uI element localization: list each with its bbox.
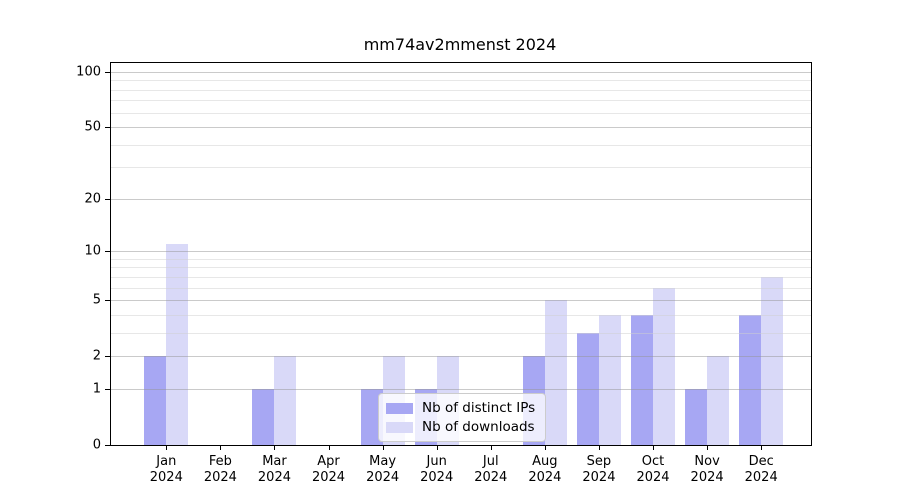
gridline-minor-4: [111, 314, 811, 316]
y-tick-label-10: 10: [84, 243, 101, 259]
bar-downloads-aug: [544, 300, 567, 445]
bar-distinct-ips-mar: [252, 388, 275, 445]
x-tick-label-jul: Jul 2024: [474, 454, 508, 485]
x-tick-label-aug: Aug 2024: [528, 454, 562, 485]
x-tick-label-dec: Dec 2024: [744, 454, 778, 485]
gridline-minor-60: [111, 112, 811, 114]
bar-distinct-ips-jan: [144, 356, 167, 445]
plot-area: 0 1 2 5 10 20 50 100 Jan 2024 Feb 2024 Mar 2024 Apr 202…: [76, 62, 812, 485]
gridline-minor-3: [111, 332, 811, 334]
gridline-major-20: [111, 198, 811, 200]
y-tick-label-5: 5: [92, 292, 101, 308]
x-tick-label-mar: Mar 2024: [257, 454, 291, 485]
bar-downloads-dec: [761, 276, 784, 445]
x-tick-mark-oct: [653, 445, 655, 450]
legend: Nb of distinct IPs Nb of downloads: [378, 393, 547, 442]
x-tick-mark-apr: [328, 445, 330, 450]
x-tick-label-oct: Oct 2024: [636, 454, 670, 485]
legend-swatch-distinct-ips: [386, 402, 413, 414]
bar-downloads-nov: [707, 356, 730, 445]
y-tick-mark-100: [105, 72, 111, 73]
x-tick-mark-jul: [490, 445, 492, 450]
x-tick-label-feb: Feb 2024: [203, 454, 237, 485]
x-tick-label-apr: Apr 2024: [311, 454, 346, 485]
legend-label-downloads: Nb of downloads: [422, 419, 535, 435]
bar-distinct-ips-dec: [739, 314, 762, 445]
bar-downloads-oct: [653, 287, 676, 445]
y-tick-mark-2: [105, 356, 111, 358]
x-tick-mark-nov: [707, 445, 709, 450]
y-tick-label-20: 20: [84, 191, 101, 207]
y-tick-label-100: 100: [76, 64, 101, 80]
x-tick-label-jan: Jan 2024: [149, 454, 183, 485]
chart-title: mm74av2mmenst 2024: [363, 35, 557, 54]
x-tick-label-may: May 2024: [366, 454, 400, 485]
x-tick-mark-may: [382, 445, 384, 450]
bar-distinct-ips-oct: [631, 314, 654, 445]
x-tick-mark-aug: [544, 445, 546, 450]
y-tick-label-50: 50: [84, 119, 101, 135]
x-tick-mark-sep: [598, 445, 600, 450]
y-tick-label-2: 2: [92, 348, 101, 364]
gridline-minor-9: [111, 258, 811, 260]
gridline-minor-40: [111, 144, 811, 146]
gridline-minor-70: [111, 100, 811, 102]
x-tick-mark-jan: [166, 445, 168, 450]
gridline-major-1: [111, 388, 811, 390]
y-tick-label-0: 0: [92, 437, 101, 453]
gridline-minor-30: [111, 167, 811, 169]
gridline-minor-80: [111, 89, 811, 91]
gridline-minor-8: [111, 267, 811, 269]
gridline-minor-90: [111, 80, 811, 82]
gridline-minor-6: [111, 287, 811, 289]
legend-item-distinct-ips: Nb of distinct IPs: [386, 401, 535, 415]
x-tick-mark-feb: [220, 445, 222, 450]
y-tick-label-1: 1: [92, 381, 101, 397]
bar-distinct-ips-may: [360, 388, 383, 445]
legend-item-downloads: Nb of downloads: [386, 420, 535, 434]
bar-downloads-sep: [598, 314, 621, 445]
x-tick-mark-jun: [436, 445, 438, 450]
x-tick-label-jun: Jun 2024: [420, 454, 454, 485]
legend-swatch-downloads: [386, 421, 413, 433]
y-tick-mark-5: [105, 300, 111, 302]
gridline-major-50: [111, 127, 811, 129]
y-tick-mark-0: [105, 445, 111, 446]
gridline-minor-7: [111, 276, 811, 278]
gridline-major-10: [111, 251, 811, 253]
x-tick-mark-dec: [761, 445, 763, 450]
bar-distinct-ips-nov: [685, 388, 708, 445]
y-tick-mark-50: [105, 127, 111, 129]
gridline-major-100: [111, 72, 811, 73]
x-tick-mark-mar: [274, 445, 276, 450]
gridline-major-2: [111, 356, 811, 358]
x-tick-label-sep: Sep 2024: [582, 454, 616, 485]
legend-label-distinct-ips: Nb of distinct IPs: [422, 400, 536, 416]
bar-downloads-mar: [274, 356, 297, 445]
bar-downloads-jan: [166, 244, 189, 445]
y-tick-mark-10: [105, 251, 111, 253]
x-tick-label-nov: Nov 2024: [690, 454, 724, 485]
gridline-major-5: [111, 300, 811, 302]
y-tick-mark-1: [105, 388, 111, 390]
y-tick-mark-20: [105, 198, 111, 200]
